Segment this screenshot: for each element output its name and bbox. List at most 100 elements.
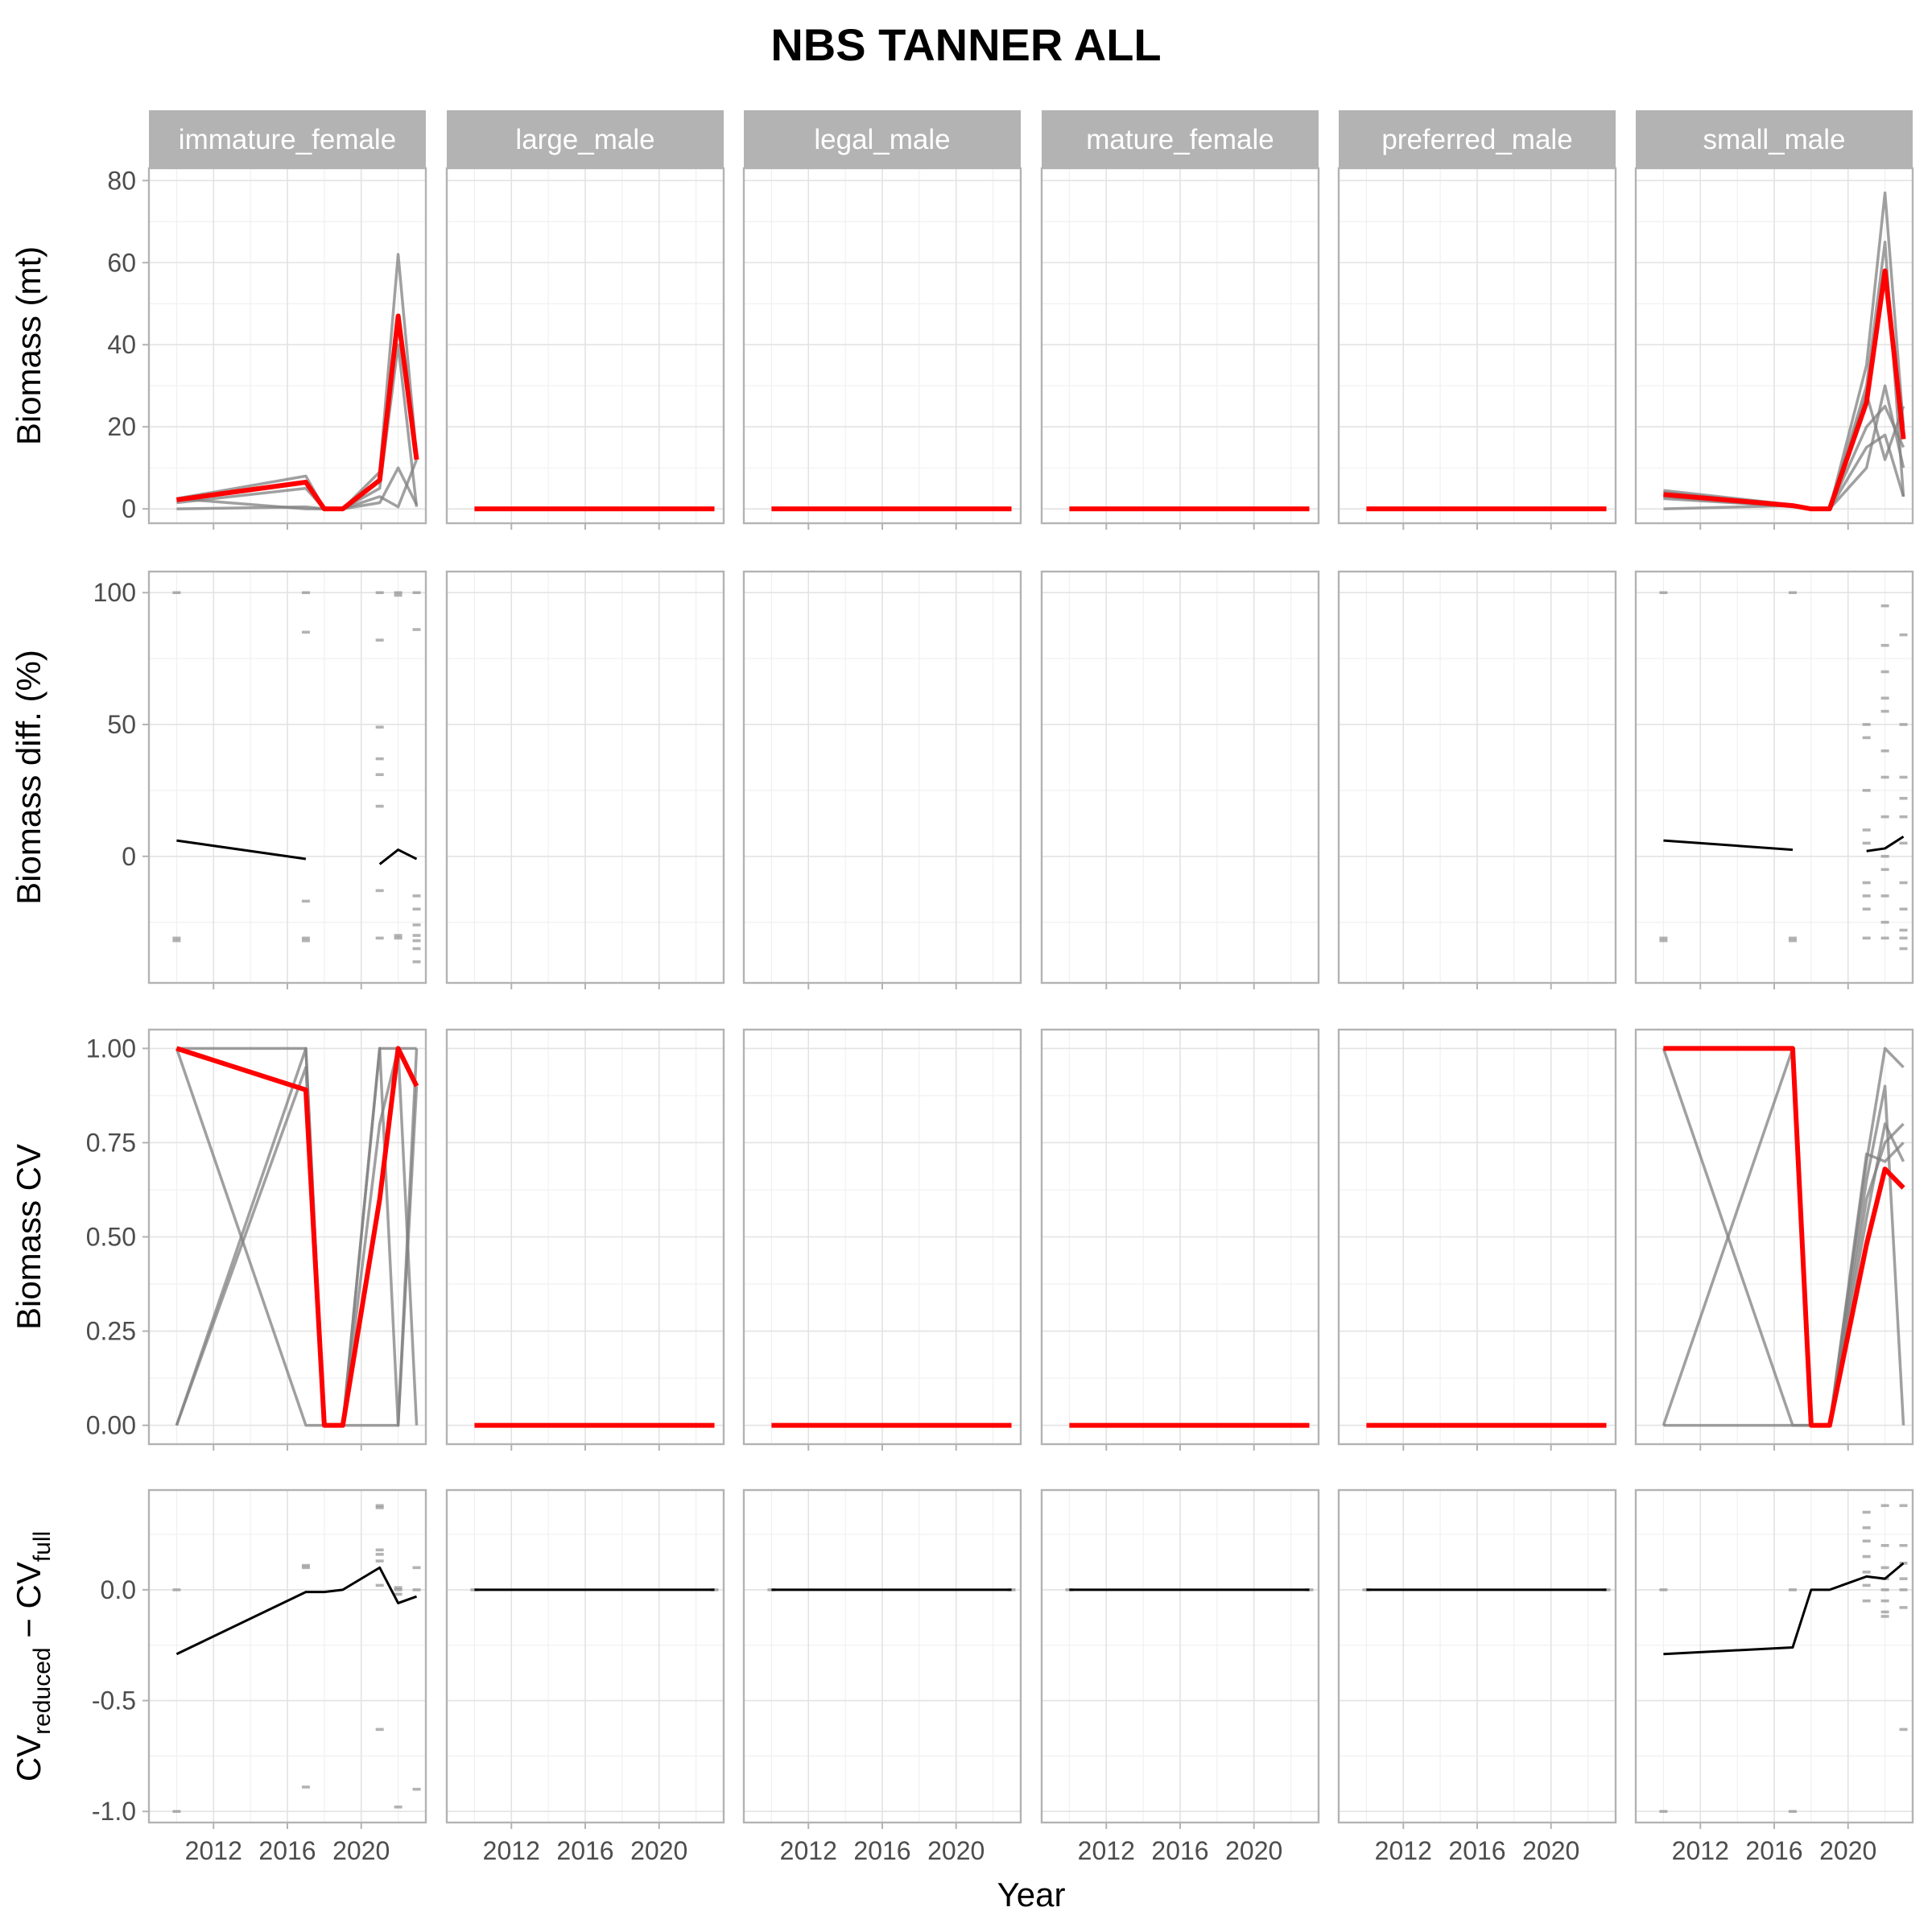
replicate-point (301, 899, 310, 903)
replicate-point (1862, 828, 1871, 832)
replicate-point (1899, 936, 1908, 940)
replicate-point (1880, 643, 1889, 647)
replicate-point (1862, 1510, 1871, 1514)
replicate-point (1788, 1810, 1797, 1814)
replicate-point (394, 591, 402, 595)
replicate-point (1659, 939, 1668, 943)
replicate-point (412, 939, 421, 943)
replicate-point (1788, 591, 1797, 595)
replicate-point (412, 923, 421, 927)
facet-strip-small_male (1636, 110, 1913, 168)
x-tick-label: 2012 (780, 1836, 837, 1865)
facet-label-legal_male: legal_male (814, 124, 950, 155)
mean-difference-line (1663, 839, 1794, 852)
base-series-line (175, 313, 419, 512)
y-tick-label: 0 (122, 494, 136, 523)
chart-title: NBS TANNER ALL (770, 19, 1161, 70)
y-tick-label: 0.50 (86, 1223, 136, 1252)
x-tick-label: 2016 (853, 1836, 910, 1865)
replicate-point (1899, 1577, 1908, 1580)
mean-difference-line (175, 1566, 418, 1656)
replicate-point (301, 1785, 310, 1789)
replicate-point (1880, 1610, 1889, 1614)
replicate-point (1862, 1539, 1871, 1543)
replicate-point (1862, 723, 1871, 726)
replicate-point (1899, 796, 1908, 800)
replicate-point (172, 1810, 181, 1814)
x-tick-label: 2020 (927, 1836, 985, 1865)
replicate-point (394, 1592, 402, 1596)
replicate-point (1862, 1599, 1871, 1603)
replicate-point (394, 593, 402, 597)
panel-large_male-row-3 (445, 1028, 725, 1451)
y-tick-label: 0.0 (101, 1575, 136, 1604)
replicate-point (1862, 1583, 1871, 1587)
x-tick-label: 2016 (258, 1836, 316, 1865)
replicate-point (375, 1559, 384, 1563)
panel-large_male-row-4: 2012 2016 2020 (445, 1488, 725, 1865)
replicate-point (375, 725, 384, 729)
replicate-point (1880, 868, 1889, 871)
mean-difference-line (176, 839, 307, 861)
replicate-point (1862, 894, 1871, 898)
panel-immature_female-row-1: 0 20 40 60 80 (107, 166, 427, 530)
replicate-point (1899, 907, 1908, 911)
panel-preferred_male-row-4: 2012 2016 2020 (1337, 1488, 1617, 1865)
x-tick-label: 2012 (1375, 1836, 1432, 1865)
replicate-point (1788, 939, 1797, 943)
replicate-point (394, 936, 402, 940)
replicate-point (1899, 1588, 1908, 1591)
replicate-point (375, 1553, 384, 1556)
replicate-point (301, 591, 310, 595)
panel-small_male-row-3 (1634, 1028, 1914, 1451)
base-series-line (1663, 1046, 1905, 1428)
facet-strips: immature_female large_male legal_male matur… (149, 110, 1913, 168)
replicate-point (1880, 696, 1889, 700)
replicate-point (394, 1805, 402, 1809)
y-axis-label-row-2: Biomass diff. (%) (10, 650, 47, 905)
y-tick-label: 80 (107, 166, 136, 195)
replicate-point (1899, 841, 1908, 845)
replicate-point (1880, 815, 1889, 819)
y-tick-label: 40 (107, 330, 136, 359)
base-series-line (1663, 268, 1906, 512)
panel-small_male-row-4: 2012 2016 2020 (1634, 1488, 1914, 1865)
replicate-point (375, 1506, 384, 1509)
y-tick-label: 50 (107, 710, 136, 739)
replicate-point (412, 1588, 421, 1591)
panel-immature_female-row-3: 0.00 0.25 0.50 0.75 1.00 (86, 1028, 427, 1451)
replicate-point (1880, 604, 1889, 608)
replicate-point (375, 1583, 384, 1587)
replicate-point (172, 591, 181, 595)
replicate-point (1899, 815, 1908, 819)
mean-difference-line (1866, 835, 1905, 852)
replicate-point (1862, 736, 1871, 740)
mean-difference-line (1663, 1562, 1905, 1656)
replicate-point (301, 939, 310, 943)
replicate-point (412, 894, 421, 898)
replicate-point (1899, 633, 1908, 637)
replicate-point (1659, 591, 1668, 595)
panel-preferred_male-row-2 (1337, 570, 1617, 989)
replicate-point (1899, 1728, 1908, 1732)
x-tick-label: 2016 (556, 1836, 613, 1865)
replicate-point (412, 628, 421, 631)
replicate-point (1862, 1526, 1871, 1530)
facet-strip-large_male (447, 110, 724, 168)
replicate-point (412, 960, 421, 964)
replicate-point (394, 1586, 402, 1589)
y-tick-label: 0.75 (86, 1128, 136, 1157)
replicate-point (375, 936, 384, 940)
replicate-point (1899, 775, 1908, 779)
x-axis-label: Year (997, 1876, 1066, 1913)
mean-difference-line (378, 848, 418, 865)
replicate-point (1880, 1544, 1889, 1547)
panel-large_male-row-1 (445, 167, 725, 530)
panel-legal_male-row-2 (742, 570, 1022, 989)
y-axis-label-row-4: CVreduced − CVfull (10, 1531, 56, 1781)
panel-preferred_male-row-1 (1337, 167, 1617, 530)
replicate-point (375, 1728, 384, 1732)
replicate-point (172, 936, 181, 940)
